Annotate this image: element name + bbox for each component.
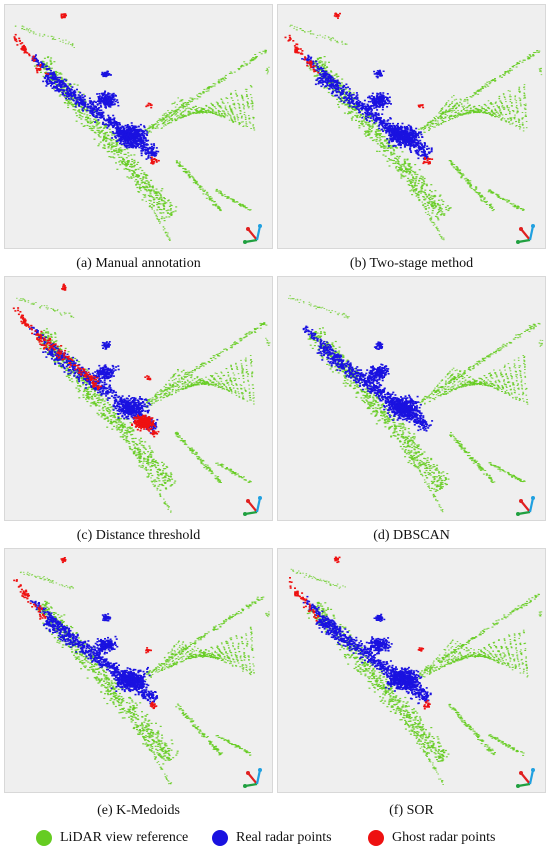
- axis-triad-icon: [516, 768, 535, 788]
- lidar-dot-icon: [36, 830, 52, 846]
- axis-triad-icon: [243, 496, 262, 516]
- caption-e: (e) K-Medoids: [97, 803, 180, 818]
- panel-b: [277, 4, 546, 249]
- caption-a: (a) Manual annotation: [76, 256, 201, 271]
- panel-f: [277, 548, 546, 793]
- legend: LiDAR view reference Real radar points G…: [0, 830, 550, 852]
- legend-label-ghost: Ghost radar points: [392, 830, 496, 845]
- caption-f: (f) SOR: [389, 803, 434, 818]
- axis-triad-icon: [243, 224, 262, 244]
- point-cloud-a: [13, 13, 270, 244]
- axis-triad-icon: [516, 224, 535, 244]
- legend-label-lidar: LiDAR view reference: [60, 830, 189, 845]
- panel-a: [4, 4, 273, 249]
- panel-e: [4, 548, 273, 793]
- point-cloud-d: [288, 295, 544, 516]
- point-cloud-e: [13, 557, 270, 788]
- ghost-dot-icon: [368, 830, 384, 846]
- legend-label-real: Real radar points: [236, 830, 332, 845]
- legend-item-ghost: Ghost radar points: [368, 830, 495, 846]
- point-cloud-b: [284, 12, 543, 244]
- axis-triad-icon: [516, 496, 535, 516]
- legend-item-lidar: LiDAR view reference: [36, 830, 188, 846]
- panel-d: [277, 276, 546, 521]
- legend-item-real: Real radar points: [212, 830, 332, 846]
- caption-b: (b) Two-stage method: [349, 256, 474, 271]
- panel-c: [4, 276, 273, 521]
- point-cloud-f: [288, 556, 543, 788]
- real-dot-icon: [212, 830, 228, 846]
- axis-triad-icon: [243, 768, 262, 788]
- point-cloud-c: [12, 283, 271, 516]
- caption-c: (c) Distance threshold: [76, 528, 201, 543]
- caption-d: (d) DBSCAN: [373, 528, 450, 543]
